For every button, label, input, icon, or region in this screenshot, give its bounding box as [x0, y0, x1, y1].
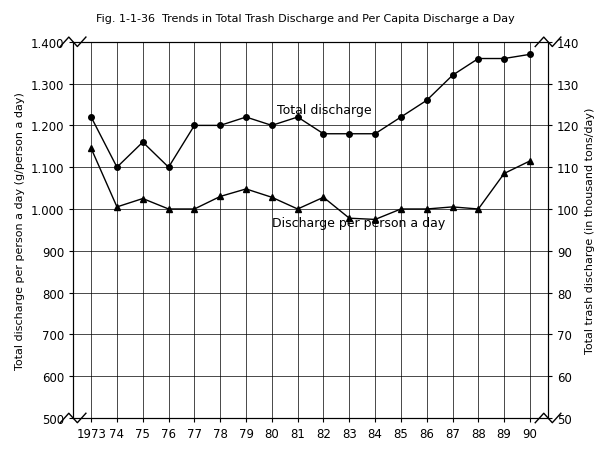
- Discharge per person a day: [475, 207, 482, 212]
- Discharge per person a day: [371, 217, 379, 222]
- Line: Discharge per person a day: Discharge per person a day: [88, 147, 533, 223]
- Discharge per person a day: [217, 194, 224, 200]
- Total discharge: [242, 115, 249, 121]
- Discharge per person a day: [113, 205, 121, 210]
- Total discharge: [500, 57, 508, 62]
- Discharge per person a day: [242, 187, 249, 192]
- Discharge per person a day: [165, 207, 172, 212]
- Total discharge: [113, 165, 121, 171]
- Total discharge: [268, 123, 276, 129]
- Discharge per person a day: [500, 172, 508, 177]
- Discharge per person a day: [191, 207, 198, 212]
- Discharge per person a day: [423, 207, 431, 212]
- Discharge per person a day: [87, 147, 95, 152]
- Discharge per person a day: [346, 216, 353, 222]
- Line: Total discharge: Total discharge: [88, 52, 533, 171]
- Discharge per person a day: [268, 195, 276, 201]
- Total discharge: [346, 132, 353, 137]
- Total discharge: [397, 115, 404, 121]
- Total discharge: [449, 73, 456, 79]
- Total discharge: [87, 115, 95, 121]
- Discharge per person a day: [294, 207, 301, 212]
- Total discharge: [423, 98, 431, 104]
- Total discharge: [139, 140, 146, 146]
- Total discharge: [475, 57, 482, 62]
- Discharge per person a day: [320, 195, 327, 201]
- Total discharge: [294, 115, 301, 121]
- Discharge per person a day: [397, 207, 404, 212]
- Y-axis label: Total trash discharge (in thousand tons/day): Total trash discharge (in thousand tons/…: [585, 107, 595, 353]
- Discharge per person a day: [526, 159, 534, 164]
- Total discharge: [526, 52, 534, 58]
- Total discharge: [320, 132, 327, 137]
- Discharge per person a day: [139, 197, 146, 202]
- Total discharge: [191, 123, 198, 129]
- Text: Discharge per person a day: Discharge per person a day: [272, 216, 445, 229]
- Text: Total discharge: Total discharge: [277, 104, 371, 116]
- Text: Fig. 1-1-36  Trends in Total Trash Discharge and Per Capita Discharge a Day: Fig. 1-1-36 Trends in Total Trash Discha…: [96, 14, 514, 24]
- Total discharge: [165, 165, 172, 171]
- Discharge per person a day: [449, 205, 456, 210]
- Total discharge: [371, 132, 379, 137]
- Y-axis label: Total discharge per person a day (g/person a day): Total discharge per person a day (g/pers…: [15, 92, 25, 369]
- Total discharge: [217, 123, 224, 129]
